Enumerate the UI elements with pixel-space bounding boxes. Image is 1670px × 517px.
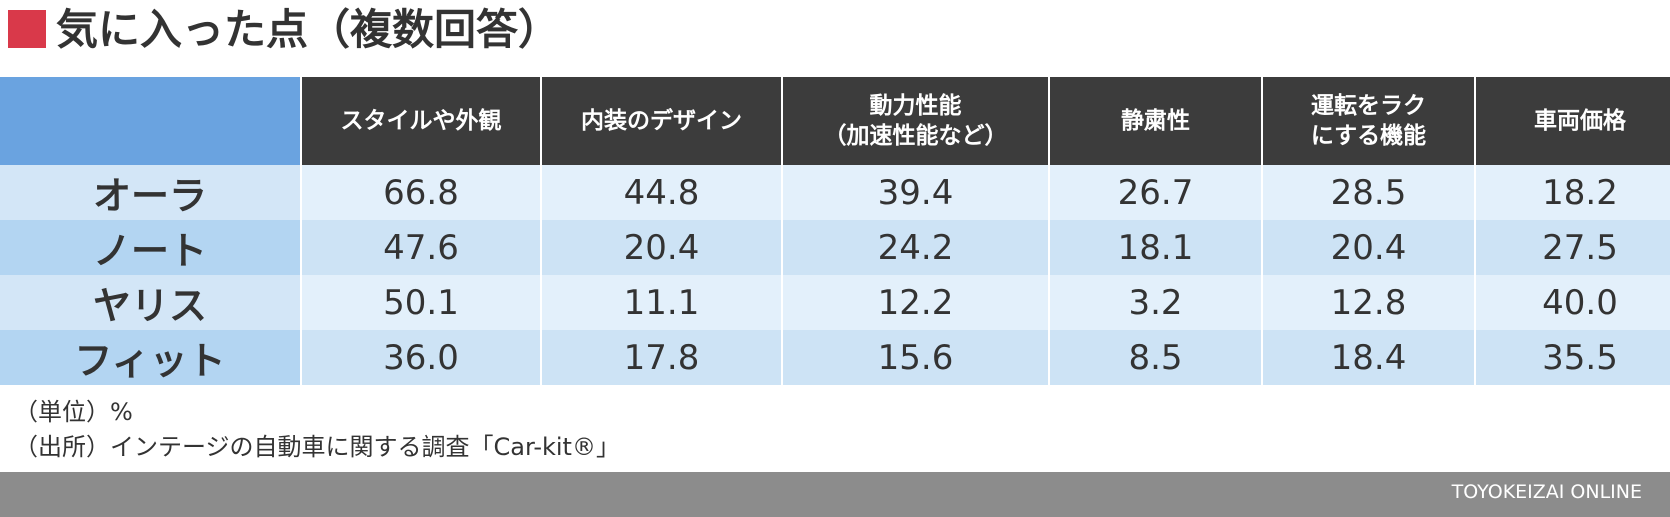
value-cell: 66.8 [302, 165, 540, 220]
column-header: スタイルや外観 [302, 77, 540, 165]
footer: TOYOKEIZAI ONLINE [0, 472, 1670, 517]
note: （出所）インテージの自動車に関する調査「Car-kit®」 [14, 433, 620, 461]
column-header: 車両価格 [1476, 77, 1670, 165]
header-row: スタイルや外観 内装のデザイン 動力性能 （加速性能など） 静粛性 運転をラク にする機… [0, 77, 1670, 165]
title: 気に入った点（複数回答） [56, 5, 561, 54]
value-cell: 44.8 [542, 165, 781, 220]
corner-cell [0, 77, 300, 165]
brand: TOYOKEIZAI ONLINE [1451, 481, 1642, 503]
column-header: 運転をラク にする機能 [1263, 77, 1474, 165]
value-cell: 15.6 [783, 330, 1048, 385]
value-cell: 40.0 [1476, 275, 1670, 330]
value-cell: 18.1 [1050, 220, 1261, 275]
value-cell: 20.4 [542, 220, 781, 275]
value-cell: 28.5 [1263, 165, 1474, 220]
title-marker [8, 10, 46, 48]
row-label: ノート [0, 220, 300, 275]
value-cell: 3.2 [1050, 275, 1261, 330]
data-table: スタイルや外観 内装のデザイン 動力性能 （加速性能など） 静粛性 運転をラク にする機… [0, 77, 1670, 385]
value-cell: 18.4 [1263, 330, 1474, 385]
table-row: ノート 47.6 20.4 24.2 18.1 20.4 27.5 [0, 220, 1670, 275]
row-label: フィット [0, 330, 300, 385]
value-cell: 47.6 [302, 220, 540, 275]
column-header: 内装のデザイン [542, 77, 781, 165]
notes: （単位）% （出所）インテージの自動車に関する調査「Car-kit®」 [14, 395, 620, 465]
value-cell: 24.2 [783, 220, 1048, 275]
table-row: ヤリス 50.1 11.1 12.2 3.2 12.8 40.0 [0, 275, 1670, 330]
value-cell: 20.4 [1263, 220, 1474, 275]
row-label: オーラ [0, 165, 300, 220]
table-row: オーラ 66.8 44.8 39.4 26.7 28.5 18.2 [0, 165, 1670, 220]
value-cell: 12.8 [1263, 275, 1474, 330]
value-cell: 35.5 [1476, 330, 1670, 385]
value-cell: 36.0 [302, 330, 540, 385]
value-cell: 50.1 [302, 275, 540, 330]
value-cell: 17.8 [542, 330, 781, 385]
column-header: 動力性能 （加速性能など） [783, 77, 1048, 165]
value-cell: 18.2 [1476, 165, 1670, 220]
value-cell: 11.1 [542, 275, 781, 330]
table-body: オーラ 66.8 44.8 39.4 26.7 28.5 18.2 ノート 47.6 20.4 24… [0, 165, 1670, 385]
row-label: ヤリス [0, 275, 300, 330]
value-cell: 26.7 [1050, 165, 1261, 220]
table-row: フィット 36.0 17.8 15.6 8.5 18.4 35.5 [0, 330, 1670, 385]
value-cell: 39.4 [783, 165, 1048, 220]
column-header: 静粛性 [1050, 77, 1261, 165]
value-cell: 8.5 [1050, 330, 1261, 385]
value-cell: 12.2 [783, 275, 1048, 330]
value-cell: 27.5 [1476, 220, 1670, 275]
note: （単位）% [14, 398, 133, 426]
